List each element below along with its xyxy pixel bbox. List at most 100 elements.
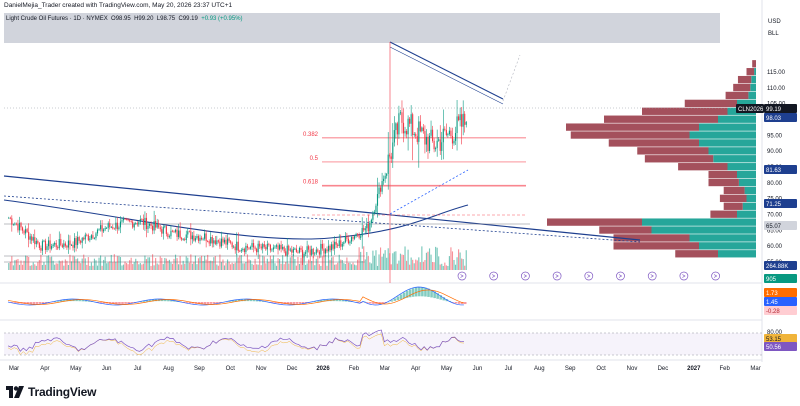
volume-bar bbox=[47, 255, 50, 270]
volume-bar bbox=[223, 265, 226, 270]
volume-bar bbox=[314, 265, 316, 270]
candle-body bbox=[8, 217, 10, 219]
price-badge-macd3 bbox=[764, 306, 797, 315]
volume-bar bbox=[98, 257, 100, 270]
macd-histogram-bar bbox=[124, 302, 127, 304]
event-marker-icon bbox=[647, 271, 657, 281]
volume-bar bbox=[425, 252, 428, 270]
candle-body bbox=[31, 236, 33, 241]
candle-body bbox=[309, 249, 311, 255]
volume-bar bbox=[80, 263, 82, 270]
volume-bar bbox=[89, 265, 91, 270]
volume-profile-down-row bbox=[708, 178, 739, 187]
macd-histogram-bar bbox=[145, 300, 149, 302]
macd-histogram-bar bbox=[234, 299, 237, 302]
volume-bar bbox=[387, 248, 389, 270]
candle-body bbox=[447, 134, 449, 136]
candle-body bbox=[253, 243, 255, 248]
volume-bar bbox=[288, 263, 290, 270]
volume-bar bbox=[132, 264, 134, 270]
candle-body bbox=[347, 238, 349, 244]
candle-body bbox=[456, 116, 458, 134]
candle-body bbox=[200, 237, 203, 240]
volume-bar bbox=[263, 256, 265, 270]
candle-body bbox=[51, 246, 53, 249]
candle-body bbox=[256, 248, 258, 253]
volume-bar bbox=[199, 257, 201, 270]
volume-profile-down-row bbox=[719, 194, 747, 203]
price-badge-rsi2-text: 50.56 bbox=[766, 345, 782, 351]
event-marker-icon bbox=[711, 271, 720, 281]
volume-profile-up-row bbox=[689, 234, 756, 242]
candle-body bbox=[324, 249, 327, 254]
volume-bar bbox=[360, 251, 362, 270]
volume-profile-up-row bbox=[708, 147, 756, 155]
volume-bar bbox=[231, 262, 233, 270]
volume-bar bbox=[101, 265, 103, 270]
candle-body bbox=[398, 113, 400, 135]
time-axis-label: Mar bbox=[380, 366, 390, 372]
volume-bar bbox=[265, 263, 267, 270]
candle-body bbox=[450, 130, 452, 137]
macd-histogram-bar bbox=[304, 302, 308, 304]
candle-body bbox=[404, 130, 406, 134]
time-axis-label: Oct bbox=[596, 366, 606, 372]
volume-bar bbox=[421, 246, 423, 270]
candle-body bbox=[465, 122, 467, 125]
macd-histogram-bar bbox=[255, 299, 259, 302]
candle-body bbox=[199, 237, 201, 241]
candle-body bbox=[350, 237, 353, 242]
candle-body bbox=[40, 247, 42, 251]
volume-bar bbox=[210, 260, 212, 270]
candle-body bbox=[386, 173, 388, 176]
volume-bar bbox=[28, 256, 30, 270]
price-badge-macd3-text: -0.28 bbox=[766, 309, 780, 315]
volume-profile-down-row bbox=[710, 210, 737, 218]
volume-bar bbox=[14, 260, 16, 270]
volume-bar bbox=[173, 258, 175, 270]
price-badges: CLN2026 99.19 98.03 81.63 71.25 65.07 264.88K 9… bbox=[736, 104, 797, 351]
price-tick-label: 110.00 bbox=[767, 86, 786, 92]
macd-histogram-bar bbox=[142, 300, 146, 302]
volume-profile-down-row bbox=[752, 60, 756, 68]
volume-profile-up-row bbox=[738, 178, 756, 187]
candle-body bbox=[288, 245, 290, 251]
volume-profile-up-row bbox=[642, 218, 756, 226]
volume-bar bbox=[77, 258, 79, 270]
candle-body bbox=[334, 241, 336, 249]
candle-body bbox=[152, 225, 154, 231]
candle-body bbox=[424, 131, 426, 145]
macd-histogram-bar bbox=[170, 299, 173, 302]
candle-body bbox=[344, 236, 346, 243]
candle-body bbox=[35, 241, 37, 245]
candle-body bbox=[29, 236, 31, 240]
volume-profile-up-row bbox=[727, 163, 756, 171]
candle-body bbox=[171, 230, 174, 232]
volume-bar bbox=[18, 264, 21, 270]
time-axis-label: Nov bbox=[627, 366, 638, 372]
candle-body bbox=[58, 239, 60, 249]
volume-profile-down-row bbox=[746, 68, 755, 76]
candle-body bbox=[208, 241, 210, 244]
macd-histogram-bar bbox=[63, 299, 66, 302]
volume-bar bbox=[139, 263, 141, 270]
volume-bar bbox=[190, 254, 192, 270]
candle-body bbox=[142, 219, 144, 225]
candle-body bbox=[375, 205, 377, 212]
volume-bar bbox=[338, 254, 340, 270]
volume-bar bbox=[103, 259, 105, 270]
candle-body bbox=[147, 225, 149, 230]
volume-bar bbox=[317, 256, 319, 270]
candle-body bbox=[139, 219, 141, 223]
volume-profile-down-row bbox=[599, 226, 652, 234]
volume-bar bbox=[147, 257, 149, 270]
candle-body bbox=[366, 223, 368, 229]
volume-bar bbox=[55, 263, 57, 270]
macd-histogram-bar bbox=[433, 291, 436, 299]
macd-histogram-bar bbox=[26, 302, 29, 305]
volume-bar bbox=[176, 258, 178, 270]
candle-body bbox=[197, 236, 200, 241]
time-axis-label: Mar bbox=[9, 366, 19, 372]
candle-body bbox=[167, 233, 169, 238]
